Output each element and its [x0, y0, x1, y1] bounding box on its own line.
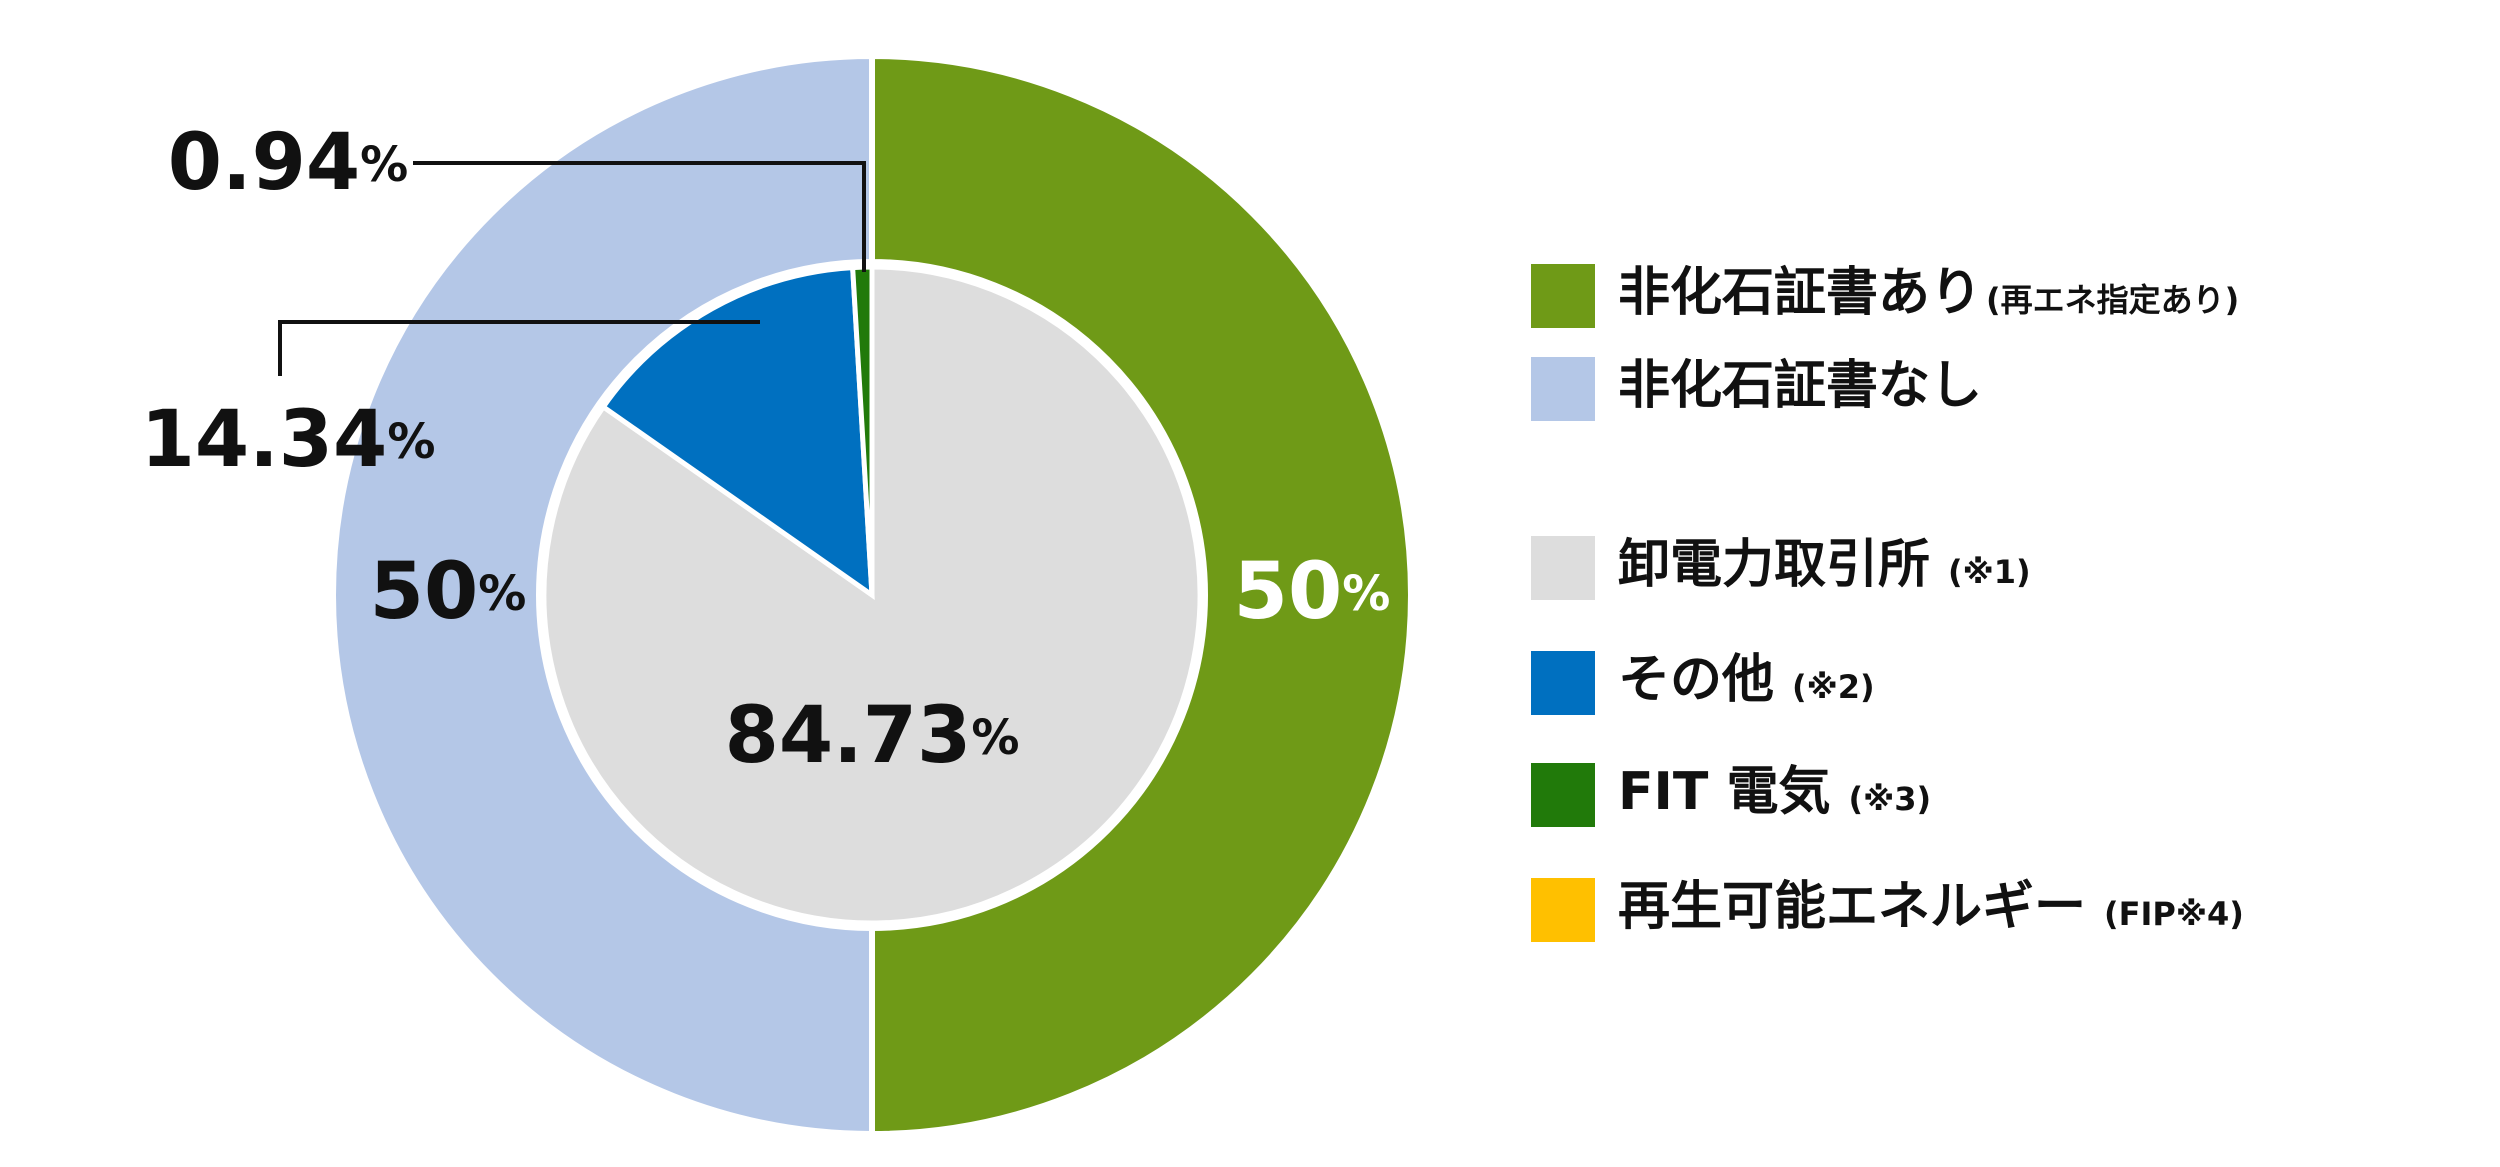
legend-note: (※1) — [1948, 553, 2031, 591]
leader-line — [278, 320, 760, 376]
ring-slice — [330, 52, 875, 1138]
slices — [330, 52, 1414, 1138]
value-label: 14.34% — [141, 395, 436, 485]
legend-swatch — [1531, 651, 1595, 715]
legend-label: 非化石証書なし — [1618, 356, 1982, 416]
legend-label: FIT 電気 — [1618, 762, 1830, 822]
legend-note: (※3) — [1848, 780, 1931, 818]
pie-slice — [599, 264, 875, 601]
legend-label: 非化石証書あり — [1618, 263, 1982, 323]
ring-slice — [869, 52, 1414, 1138]
legend-swatch — [1531, 878, 1595, 942]
legend-label: 卸電力取引所 — [1618, 535, 1930, 595]
value-label: 84.73% — [725, 691, 1020, 781]
legend-swatch — [1531, 357, 1595, 421]
legend-swatch — [1531, 536, 1595, 600]
legend-label: その他 — [1618, 650, 1774, 710]
legend-swatch — [1531, 763, 1595, 827]
legend-note: (※2) — [1792, 668, 1875, 706]
value-label: 0.94% — [168, 118, 409, 208]
value-label: 50% — [370, 547, 527, 637]
value-label: 50% — [1234, 547, 1391, 637]
legend-note: (再エネ指定あり) — [1986, 281, 2239, 319]
legend-swatch — [1531, 264, 1595, 328]
labels: 50% 50% 非化石証書あり (再エネ指定あり)非化石証書なし 84.73% 14.34… — [141, 118, 2244, 942]
legend-note: (FIP※4) — [2104, 895, 2244, 933]
leader-line — [413, 161, 866, 272]
legend-label: 再生可能エネルギー — [1618, 877, 2086, 937]
